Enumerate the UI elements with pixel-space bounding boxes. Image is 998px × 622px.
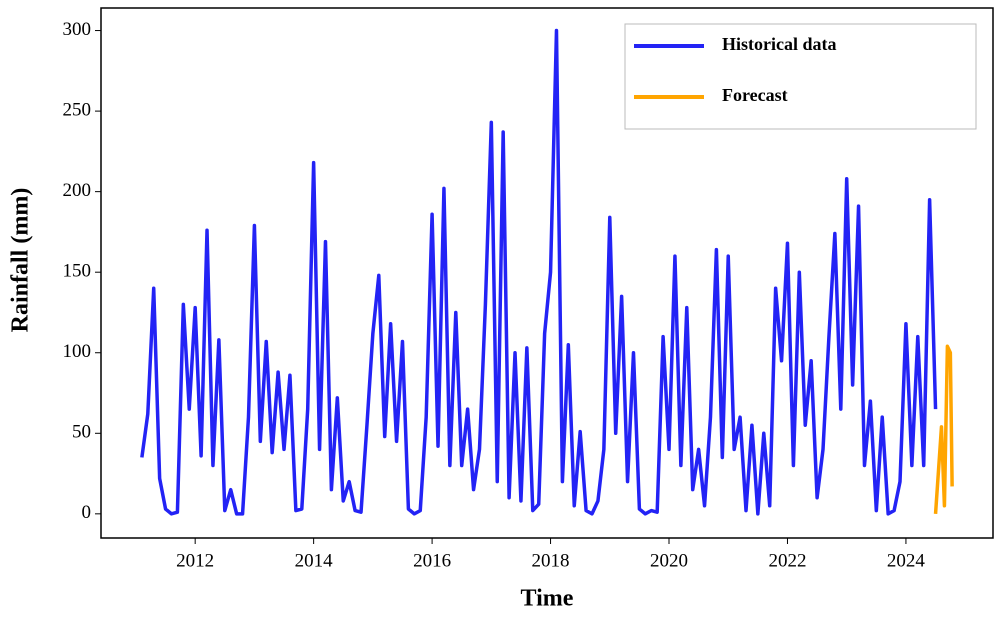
- legend-box: [624, 23, 977, 130]
- y-tick-label: 150: [63, 261, 92, 282]
- x-tick-label: 2016: [413, 550, 451, 571]
- x-tick-label: 2024: [887, 550, 926, 571]
- data-line: [933, 344, 954, 514]
- y-tick-label: 250: [63, 99, 92, 120]
- x-tick-label: 2012: [176, 550, 214, 571]
- y-tick-label: 200: [63, 180, 92, 201]
- y-axis-label: Rainfall (mm): [8, 188, 34, 333]
- y-tick-label: 100: [63, 341, 92, 362]
- x-axis-label: Time: [521, 586, 574, 612]
- legend-label: Forecast: [722, 85, 788, 105]
- x-tick-label: 2018: [532, 550, 570, 571]
- legend-label: Historical data: [722, 34, 837, 54]
- x-tick-label: 2020: [650, 550, 688, 571]
- y-tick-label: 50: [72, 422, 91, 443]
- plot-frame: [100, 7, 994, 539]
- y-tick-label: 300: [63, 19, 92, 40]
- y-tick-label: 0: [82, 502, 92, 523]
- x-tick-label: 2022: [768, 550, 806, 571]
- x-tick-label: 2014: [295, 550, 334, 571]
- data-line: [140, 28, 938, 516]
